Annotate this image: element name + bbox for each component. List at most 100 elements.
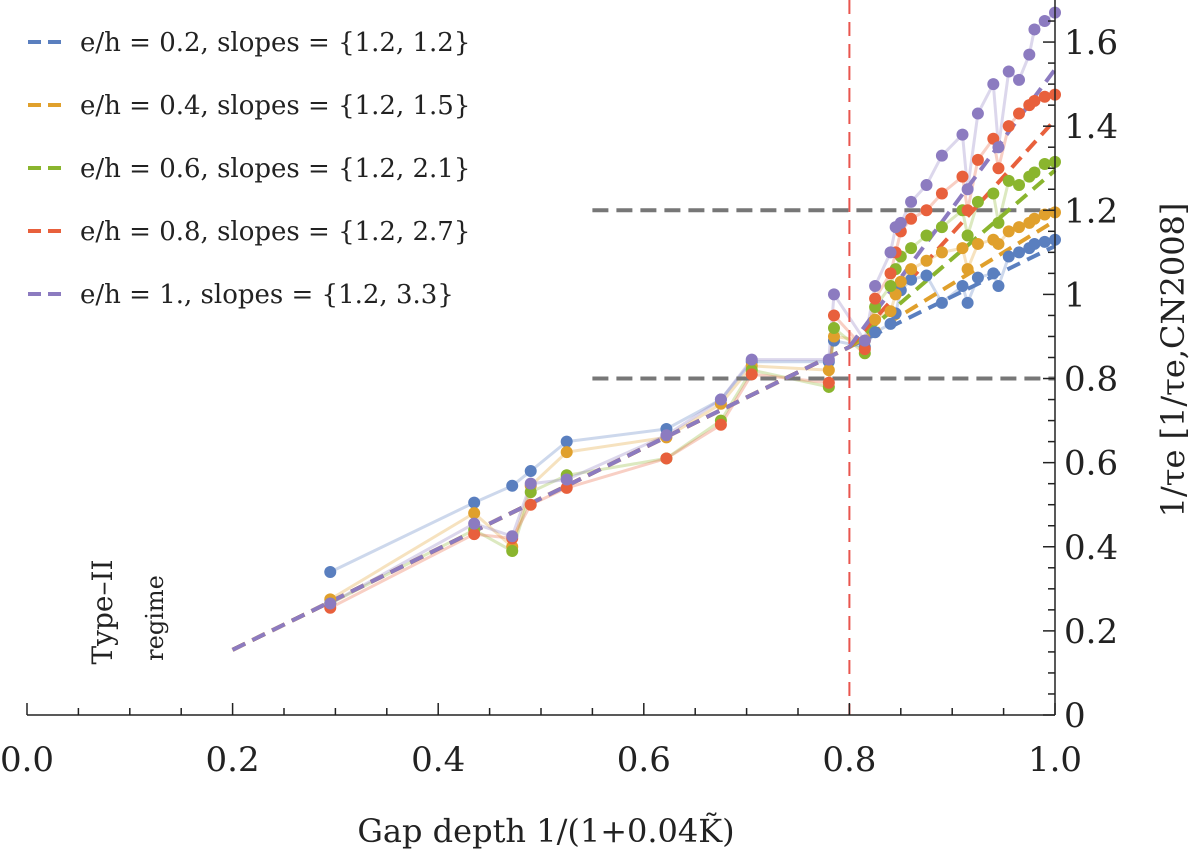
data-point-s2-15 [894,275,907,288]
data-point-s2-12 [869,313,882,326]
data-point-s4-28 [1038,90,1051,103]
data-point-s1-24 [1002,250,1015,263]
data-point-s1-22 [987,267,1000,280]
legend-label-3: e/h = 0.6, slopes = {1.2, 2.1} [80,154,470,184]
data-point-s4-2 [468,528,481,541]
y-tick-label-6: 1.2 [1064,191,1118,231]
data-point-s2-18 [935,246,948,259]
data-point-s5-8 [745,353,758,366]
data-point-s5-4 [524,477,537,490]
y-tick-label-8: 1.6 [1064,23,1118,63]
data-point-s2-19 [956,242,969,255]
y-tick-label-1: 0.2 [1064,612,1118,652]
data-point-s5-16 [905,195,918,208]
data-point-s3-3 [506,544,519,557]
data-point-s4-7 [714,418,727,431]
data-point-s5-28 [1038,15,1051,28]
data-point-s4-19 [956,170,969,183]
data-point-s2-5 [560,446,573,459]
data-point-s4-5 [560,481,573,494]
data-point-s2-24 [1002,225,1015,238]
data-point-s5-23 [992,141,1005,154]
data-point-s3-27 [1028,166,1041,179]
data-point-s4-4 [524,498,537,511]
x-tick-label-5: 1.0 [1028,740,1082,780]
data-point-s3-18 [935,221,948,234]
x-tick-label-2: 0.4 [411,740,465,780]
data-point-s5-13 [884,246,897,259]
data-point-s4-20 [961,204,974,217]
series-line-2 [329,210,1056,601]
data-point-s4-18 [935,187,948,200]
data-point-s1-2 [468,496,481,509]
x-tick-label-3: 0.6 [617,740,671,780]
data-point-s5-17 [920,179,933,192]
y-tick-label-7: 1.4 [1064,107,1118,147]
legend-label-5: e/h = 1., slopes = {1.2, 3.3} [80,280,454,310]
data-points [324,6,1061,614]
data-point-s5-24 [1002,65,1015,78]
data-point-s4-8 [745,368,758,381]
data-point-s2-17 [920,254,933,267]
reference-lines [592,0,1055,715]
data-point-s4-25 [1013,107,1026,120]
annotation-regime: regime [141,575,169,661]
data-point-s1-12 [869,326,882,339]
data-point-s5-6 [660,429,673,442]
data-point-s3-23 [992,216,1005,229]
data-point-s4-17 [920,204,933,217]
data-point-s3-13 [884,280,897,292]
data-point-s3-12 [869,301,882,314]
data-point-s3-22 [987,187,1000,200]
annotation-type-ii: Type–II [86,559,119,664]
data-point-s3-16 [905,242,918,255]
data-point-s1-19 [956,280,969,292]
data-point-s1-20 [961,296,974,309]
data-point-s1-13 [884,317,897,330]
data-point-s1-27 [1028,237,1041,250]
data-point-s4-13 [884,267,897,280]
data-point-s5-15 [894,216,907,229]
y-tick-label-0: 0 [1064,696,1086,736]
axes: 0.0 0.2 0.4 0.6 0.8 1.00 0.2 0.4 0.6 0.8 1 1.2 1.4 1.… [0,0,1118,780]
y-tick-label-3: 0.6 [1064,444,1118,484]
legend: e/h = 0.2, slopes = {1.2, 1.2} e/h = 0.4,… [28,28,470,310]
data-point-s3-21 [971,195,984,208]
data-point-s4-23 [992,162,1005,175]
data-point-s1-23 [992,280,1005,292]
y-tick-label-5: 1 [1064,275,1086,315]
fit-line-1-segment-2 [848,244,1056,349]
data-point-s2-25 [1013,221,1026,234]
data-point-s1-18 [935,296,948,309]
data-point-s4-24 [1002,120,1015,133]
data-point-s5-3 [506,530,519,543]
data-point-s5-1 [324,597,337,610]
data-point-s5-9 [822,353,835,366]
data-point-s3-4 [524,486,537,499]
data-point-s1-3 [506,479,519,492]
data-point-s1-17 [920,269,933,282]
data-point-s5-2 [468,517,481,530]
data-point-s1-21 [971,271,984,284]
data-point-s3-20 [961,229,974,242]
data-point-s5-5 [560,473,573,486]
data-point-s4-6 [660,452,673,465]
data-point-s4-16 [905,212,918,225]
data-point-s5-7 [714,393,727,406]
x-tick-label-1: 0.2 [206,740,260,780]
data-point-s3-28 [1038,158,1051,171]
fit-line-3-segment-2 [848,168,1057,349]
x-axis-title: Gap depth 1/(1+0.04K̃) [357,812,734,850]
y-axis-title: 1/τe [1/τe,CN2008] [1154,203,1192,518]
x-tick-label-4: 0.8 [822,740,876,780]
data-point-s1-28 [1038,235,1051,248]
y-tick-label-2: 0.4 [1064,528,1118,568]
data-point-s4-9 [822,376,835,389]
data-point-s2-9 [822,364,835,377]
data-point-s4-27 [1028,94,1041,107]
data-point-s2-16 [905,263,918,276]
fit-line-2-segment-2 [848,219,1057,349]
data-point-s5-22 [987,78,1000,91]
data-point-s5-18 [935,149,948,162]
